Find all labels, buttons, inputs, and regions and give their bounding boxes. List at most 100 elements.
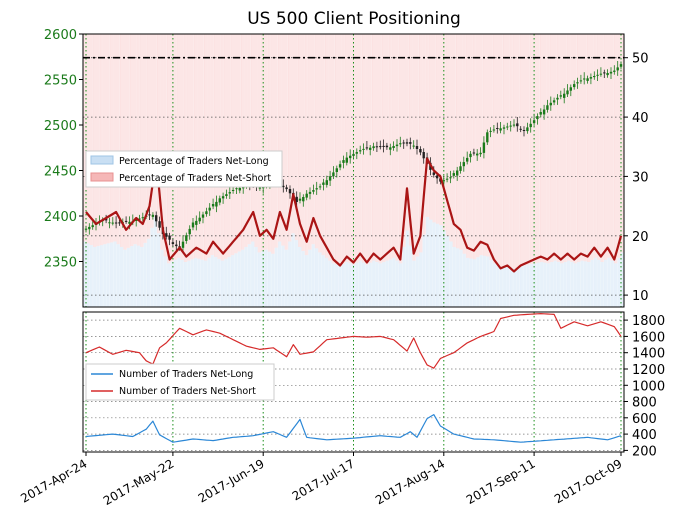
- candle-body: [258, 187, 262, 189]
- net-long-bar: [543, 262, 548, 307]
- candle-body: [332, 172, 335, 177]
- candle-body: [215, 201, 218, 207]
- candle-body: [482, 142, 486, 153]
- percent-tick-label: 40: [632, 111, 649, 126]
- net-long-bar: [412, 260, 416, 307]
- candle-body: [499, 128, 502, 131]
- candle-body: [175, 244, 178, 247]
- net-short-bar: [543, 34, 548, 263]
- net-short-bar: [398, 34, 403, 264]
- candle-body: [285, 187, 288, 190]
- net-long-bar: [526, 264, 531, 307]
- net-long-bar: [560, 263, 564, 307]
- net-short-bar: [583, 34, 588, 262]
- net-long-bar: [529, 264, 534, 307]
- net-short-area: [83, 34, 625, 307]
- net-short-bar: [613, 34, 618, 264]
- net-long-bar: [230, 255, 235, 307]
- net-long-bar: [103, 244, 107, 307]
- net-short-bar: [136, 34, 141, 246]
- candle-body: [576, 82, 579, 84]
- net-short-bar: [435, 34, 440, 224]
- net-short-bar: [281, 34, 285, 246]
- candle-body: [188, 228, 191, 235]
- net-short-bar: [449, 34, 453, 242]
- net-short-bar: [217, 34, 222, 259]
- net-short-bar: [610, 34, 615, 261]
- net-long-bar: [583, 261, 588, 307]
- net-short-bar: [301, 34, 306, 252]
- net-long-bar: [419, 252, 423, 307]
- net-long-bar: [600, 261, 605, 307]
- candle-body: [359, 150, 362, 152]
- candle-body: [566, 90, 569, 95]
- net-short-bar: [143, 34, 148, 243]
- net-long-bar: [106, 243, 111, 307]
- net-long-bar: [375, 261, 379, 307]
- candle-body: [445, 178, 449, 180]
- net-short-bar: [267, 34, 272, 252]
- net-short-bar: [130, 34, 134, 247]
- net-short-bar: [576, 34, 581, 262]
- net-long-bar: [190, 259, 195, 307]
- net-short-bar: [496, 34, 500, 266]
- net-short-bar: [160, 34, 164, 250]
- net-long-bar: [257, 252, 262, 307]
- net-long-bar: [167, 263, 171, 307]
- candle-body: [583, 78, 586, 80]
- net-long-percent-line: [85, 157, 623, 273]
- net-short-bar: [116, 34, 121, 245]
- net-long-bar: [425, 216, 430, 307]
- candle-body: [355, 152, 358, 154]
- net-short-bar: [405, 34, 410, 231]
- net-short-bar: [503, 34, 507, 267]
- count-tick-label: 200: [632, 444, 657, 459]
- net-short-bar: [529, 34, 534, 264]
- net-short-bar: [170, 34, 175, 262]
- net-long-bar: [553, 260, 558, 307]
- net-short-bar: [106, 34, 111, 244]
- net-short-bar: [230, 34, 235, 256]
- net-short-bar: [573, 34, 578, 264]
- net-short-bar: [251, 34, 255, 242]
- net-long-bar: [371, 260, 376, 307]
- candle-body: [502, 127, 506, 129]
- net-short-bar: [617, 34, 621, 258]
- net-short-bar: [335, 34, 339, 265]
- candle-body: [352, 153, 355, 156]
- percent-tick-label: 10: [632, 289, 649, 304]
- date-tick-label: 2017-Aug-14: [373, 456, 447, 507]
- candle-body: [456, 170, 459, 176]
- net-short-bar: [328, 34, 332, 261]
- candle-body: [295, 196, 298, 202]
- net-long-bar: [93, 246, 97, 307]
- count-tick-label: 800: [632, 396, 657, 411]
- candle-body: [512, 124, 516, 126]
- net-long-bar: [570, 261, 574, 307]
- candle-body: [114, 222, 118, 224]
- net-long-bar: [130, 246, 134, 307]
- candle-body: [124, 220, 128, 222]
- candle-body: [476, 153, 479, 156]
- candle-body: [613, 70, 616, 72]
- net-long-bar: [415, 256, 420, 307]
- candle-body: [238, 187, 241, 191]
- candle-body: [579, 80, 583, 82]
- net-long-bar: [593, 257, 598, 307]
- net-short-bar: [338, 34, 343, 267]
- candle-body: [442, 180, 445, 182]
- net-long-bar: [449, 241, 453, 307]
- net-long-bar: [244, 246, 248, 307]
- candle-body: [225, 194, 228, 196]
- candle-body: [349, 155, 352, 159]
- candle-body: [211, 204, 215, 207]
- net-long-bar: [267, 251, 272, 307]
- net-short-bar: [550, 34, 554, 262]
- candle-body: [111, 222, 114, 224]
- candle-body: [395, 144, 399, 147]
- net-short-bar: [167, 34, 171, 264]
- net-short-bar: [318, 34, 322, 253]
- net-long-bar: [119, 246, 124, 307]
- net-short-bar: [304, 34, 309, 256]
- net-long-bar: [140, 246, 144, 307]
